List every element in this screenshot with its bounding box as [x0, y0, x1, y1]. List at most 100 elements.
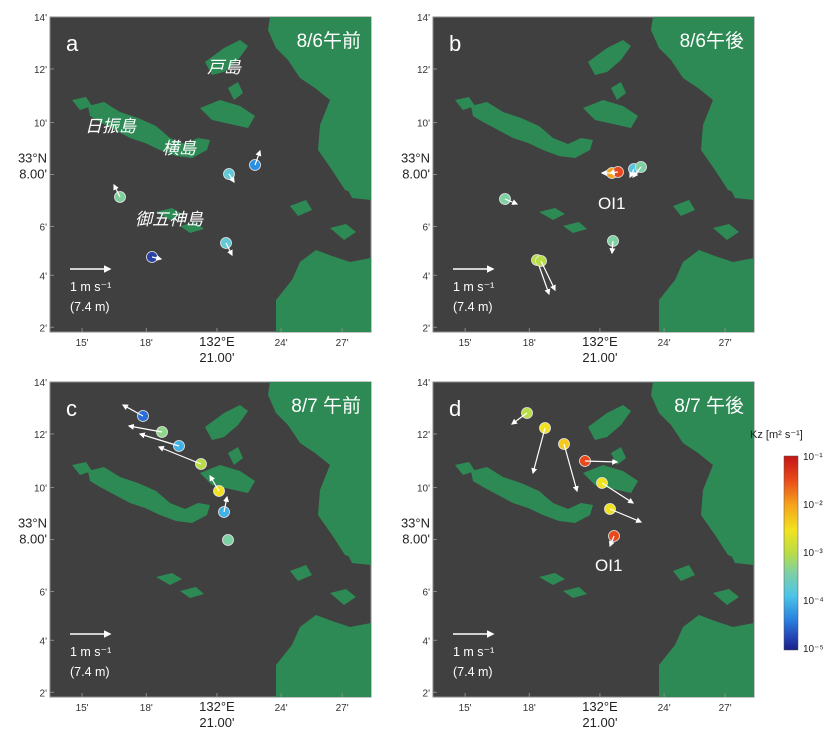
y-tick-label: 12': [34, 65, 47, 76]
panel-title: 8/6午後: [680, 30, 744, 52]
place-name: 御五神島: [135, 210, 204, 229]
y-tick-label: 8.00': [19, 167, 47, 182]
velocity-arrow: [138, 432, 180, 447]
x-tick-label: 21.00': [199, 715, 234, 730]
y-tick-label: 12': [34, 430, 47, 441]
x-tick-label: 21.00': [582, 715, 617, 730]
panel-title: 8/7 午後: [674, 395, 744, 417]
y-tick-label: 10': [34, 119, 47, 130]
velocity-arrow: [113, 183, 121, 198]
velocity-arrow: [609, 240, 616, 255]
y-center-label: 33°N: [401, 516, 430, 531]
velocity-arrow: [223, 495, 230, 513]
panel-letter: d: [449, 396, 461, 421]
x-tick-label: 24': [658, 338, 671, 349]
colorbar-tick: 10⁻¹: [803, 452, 823, 463]
velocity-arrow: [157, 446, 202, 465]
panel-title: 8/6午前: [297, 30, 361, 52]
velocity-arrow: [531, 427, 546, 475]
velocity-arrow: [629, 168, 635, 179]
y-tick-label: 4': [423, 271, 431, 282]
scale-sublabel: (7.4 m): [453, 665, 493, 679]
x-tick-label: 18': [523, 703, 536, 714]
x-tick-label: 15': [76, 338, 89, 349]
x-tick-label: 27': [336, 338, 349, 349]
velocity-arrow: [563, 443, 579, 493]
y-tick-label: 4': [40, 636, 48, 647]
y-tick-label: 4': [423, 636, 431, 647]
x-tick-label: 15': [459, 703, 472, 714]
place-name: 日振島: [85, 117, 137, 136]
velocity-arrow: [601, 482, 635, 504]
velocity-arrow: [209, 474, 220, 492]
y-tick-label: 2': [423, 688, 431, 699]
velocity-arrow: [632, 166, 642, 178]
panel-letter: b: [449, 31, 461, 56]
x-center-label: 132°E: [199, 699, 235, 714]
velocity-arrow: [608, 535, 615, 548]
velocity-arrow: [540, 260, 556, 292]
place-name: 横島: [162, 139, 197, 158]
velocity-arrow: [228, 173, 235, 184]
velocity-arrow: [121, 404, 144, 417]
y-tick-label: 8.00': [19, 532, 47, 547]
x-center-label: 132°E: [582, 334, 618, 349]
y-center-label: 33°N: [18, 151, 47, 166]
colorbar-tick: 10⁻²: [803, 500, 823, 511]
y-tick-label: 12': [417, 430, 430, 441]
colorbar-tick: 10⁻³: [803, 548, 823, 559]
panel-c: [49, 381, 372, 698]
y-tick-label: 2': [40, 688, 48, 699]
x-tick-label: 15': [76, 703, 89, 714]
velocity-arrow: [608, 169, 619, 176]
panel-letter: c: [66, 396, 77, 421]
x-center-label: 132°E: [582, 699, 618, 714]
x-tick-label: 21.00': [199, 350, 234, 365]
y-center-label: 33°N: [18, 516, 47, 531]
y-tick-label: 14': [417, 13, 430, 24]
station-label: OI1: [595, 556, 622, 575]
colorbar-tick: 10⁻⁴: [803, 596, 824, 607]
y-tick-label: 14': [417, 378, 430, 389]
panel-d: [432, 381, 755, 698]
y-tick-label: 10': [34, 484, 47, 495]
velocity-arrow: [151, 255, 163, 261]
velocity-arrow: [127, 423, 163, 433]
panel-a: [49, 16, 372, 333]
y-center-label: 33°N: [401, 151, 430, 166]
x-tick-label: 24': [275, 338, 288, 349]
panel-b: [432, 16, 755, 333]
x-tick-label: 27': [719, 703, 732, 714]
y-tick-label: 2': [423, 323, 431, 334]
x-tick-label: 15': [459, 338, 472, 349]
y-tick-label: 10': [417, 119, 430, 130]
y-tick-label: 14': [34, 378, 47, 389]
velocity-arrow: [225, 242, 233, 257]
y-tick-label: 6': [423, 587, 431, 598]
scale-label: 1 m s⁻¹: [453, 645, 494, 659]
panel-title: 8/7 午前: [291, 395, 361, 417]
scale-sublabel: (7.4 m): [453, 300, 493, 314]
x-tick-label: 18': [140, 338, 153, 349]
velocity-arrow: [584, 458, 619, 465]
velocity-arrow: [504, 198, 519, 205]
panel-letter: a: [66, 31, 79, 56]
y-tick-label: 4': [40, 271, 48, 282]
scale-sublabel: (7.4 m): [70, 300, 110, 314]
x-tick-label: 21.00': [582, 350, 617, 365]
scale-label: 1 m s⁻¹: [70, 645, 111, 659]
colorbar-tick: 10⁻⁵: [803, 644, 824, 655]
y-tick-label: 10': [417, 484, 430, 495]
x-tick-label: 27': [719, 338, 732, 349]
velocity-arrow: [254, 149, 262, 166]
scale-sublabel: (7.4 m): [70, 665, 110, 679]
y-tick-label: 14': [34, 13, 47, 24]
velocity-arrow: [511, 412, 528, 425]
colorbar-title: Kz [m² s⁻¹]: [750, 429, 803, 441]
colorbar: Kz [m² s⁻¹] 10⁻¹ 10⁻² 10⁻³ 10⁻⁴ 10⁻⁵: [750, 429, 824, 655]
station-marker: [222, 534, 234, 546]
x-tick-label: 24': [275, 703, 288, 714]
place-name: 戸島: [207, 58, 242, 77]
y-tick-label: 8.00': [402, 167, 430, 182]
